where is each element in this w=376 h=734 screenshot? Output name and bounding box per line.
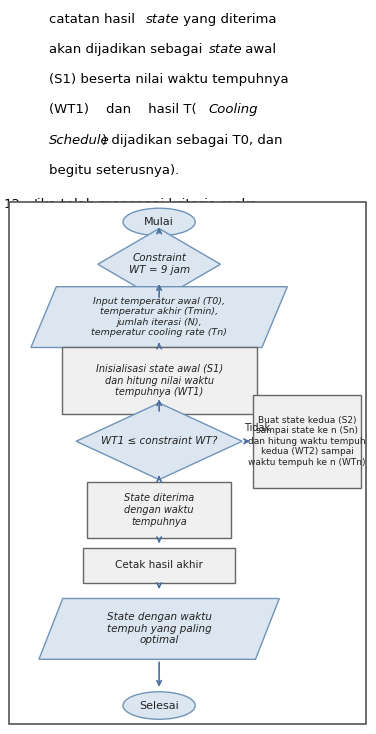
Text: Iya: Iya (126, 489, 141, 499)
Text: State dengan waktu
tempuh yang paling
optimal: State dengan waktu tempuh yang paling op… (107, 612, 212, 645)
Text: state: state (209, 43, 242, 56)
Polygon shape (98, 228, 220, 300)
Text: ) dijadikan sebagai T0, dan: ) dijadikan sebagai T0, dan (102, 134, 282, 147)
FancyBboxPatch shape (253, 395, 361, 487)
FancyBboxPatch shape (9, 202, 366, 724)
Text: Input temperatur awal (T0),
temperatur akhir (Tmin),
jumlah iterasi (N),
tempera: Input temperatur awal (T0), temperatur a… (91, 297, 227, 337)
FancyBboxPatch shape (62, 347, 256, 413)
Text: Schedule: Schedule (49, 134, 109, 147)
Text: catatan hasil: catatan hasil (49, 13, 139, 26)
Text: yang diterima: yang diterima (179, 13, 276, 26)
FancyBboxPatch shape (83, 548, 235, 583)
Text: State diterima
dengan waktu
tempuhnya: State diterima dengan waktu tempuhnya (124, 493, 194, 526)
Text: Tidak: Tidak (244, 424, 270, 433)
Text: 12.: 12. (4, 197, 25, 211)
Text: state: state (146, 13, 179, 26)
Text: Cetak hasil akhir: Cetak hasil akhir (115, 561, 203, 570)
FancyBboxPatch shape (87, 482, 231, 538)
Text: akan dijadikan sebagai: akan dijadikan sebagai (49, 43, 206, 56)
Ellipse shape (123, 691, 195, 719)
Text: (S1) beserta nilai waktu tempuhnya: (S1) beserta nilai waktu tempuhnya (49, 73, 288, 87)
Text: Jika telah mencapai kriteria maka: Jika telah mencapai kriteria maka (34, 197, 258, 211)
Text: awal: awal (241, 43, 276, 56)
Polygon shape (76, 403, 242, 479)
Text: Selesai: Selesai (139, 700, 179, 711)
Text: begitu seterusnya).: begitu seterusnya). (49, 164, 179, 177)
Ellipse shape (123, 208, 195, 236)
Text: Constraint
WT = 9 jam: Constraint WT = 9 jam (129, 253, 190, 275)
Text: Buat state kedua (S2)
sampai state ke n (Sn)
dan hitung waktu tempuh
kedua (WT2): Buat state kedua (S2) sampai state ke n … (248, 416, 366, 467)
Text: Inisialisasi state awal (S1)
dan hitung nilai waktu
tempuhnya (WT1): Inisialisasi state awal (S1) dan hitung … (96, 364, 223, 397)
Text: Cooling: Cooling (209, 103, 258, 117)
Text: Mulai: Mulai (144, 217, 174, 227)
Polygon shape (31, 287, 287, 347)
Text: WT1 ≤ constraint WT?: WT1 ≤ constraint WT? (101, 436, 217, 446)
Text: proses berhenti.: proses berhenti. (34, 228, 143, 241)
Polygon shape (39, 598, 279, 659)
Text: (WT1)    dan    hasil T(: (WT1) dan hasil T( (49, 103, 197, 117)
